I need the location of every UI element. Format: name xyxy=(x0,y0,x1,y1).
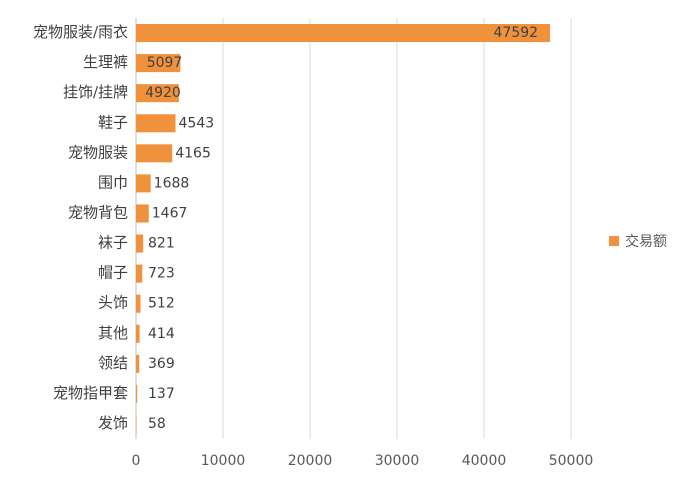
value-label: 47592 xyxy=(494,25,539,41)
bar xyxy=(136,264,143,283)
value-label: 5097 xyxy=(147,55,183,71)
bar xyxy=(136,174,151,193)
x-tick-label: 50000 xyxy=(549,453,594,469)
value-label: 414 xyxy=(148,326,175,342)
bar xyxy=(136,354,140,373)
bar xyxy=(136,234,144,253)
value-label: 821 xyxy=(148,236,175,252)
value-label: 512 xyxy=(148,296,175,312)
y-tick-label: 领结 xyxy=(98,354,128,372)
bar xyxy=(136,294,141,313)
y-tick-label: 帽子 xyxy=(98,264,128,282)
x-tick-label: 20000 xyxy=(288,453,333,469)
value-label: 4920 xyxy=(145,85,181,101)
bar xyxy=(136,24,551,43)
bar xyxy=(136,84,179,103)
bar xyxy=(136,144,173,163)
value-label: 723 xyxy=(148,266,175,282)
y-tick-label: 生理裤 xyxy=(83,53,128,71)
legend-swatch xyxy=(609,236,619,246)
value-label: 58 xyxy=(148,416,166,432)
value-label: 369 xyxy=(148,356,175,372)
bar xyxy=(136,114,176,133)
bar xyxy=(136,414,137,433)
y-tick-label: 宠物服装 xyxy=(68,143,128,161)
y-tick-label: 宠物背包 xyxy=(68,203,128,221)
value-label: 1467 xyxy=(152,205,188,221)
x-tick-label: 0 xyxy=(132,453,141,469)
x-tick-label: 40000 xyxy=(462,453,507,469)
x-tick-label: 30000 xyxy=(375,453,420,469)
legend-label: 交易额 xyxy=(625,233,667,250)
legend: 交易额 xyxy=(609,233,667,250)
y-tick-label: 发饰 xyxy=(98,414,128,432)
y-tick-label: 宠物指甲套 xyxy=(53,384,128,402)
y-tick-label: 袜子 xyxy=(98,234,128,252)
bar xyxy=(136,324,140,343)
y-tick-label: 其他 xyxy=(98,324,128,342)
y-tick-label: 宠物服装/雨衣 xyxy=(33,23,128,41)
y-tick-label: 围巾 xyxy=(98,173,128,191)
value-label: 4543 xyxy=(179,115,215,131)
bar xyxy=(136,54,181,73)
y-tick-label: 头饰 xyxy=(98,294,128,312)
y-tick-label: 鞋子 xyxy=(98,113,128,131)
bar xyxy=(136,384,138,403)
y-tick-label: 挂饰/挂牌 xyxy=(63,83,128,101)
value-label: 4165 xyxy=(175,145,211,161)
bar xyxy=(136,204,149,223)
x-tick-label: 10000 xyxy=(201,453,246,469)
value-label: 137 xyxy=(148,386,175,402)
value-label: 1688 xyxy=(154,175,190,191)
